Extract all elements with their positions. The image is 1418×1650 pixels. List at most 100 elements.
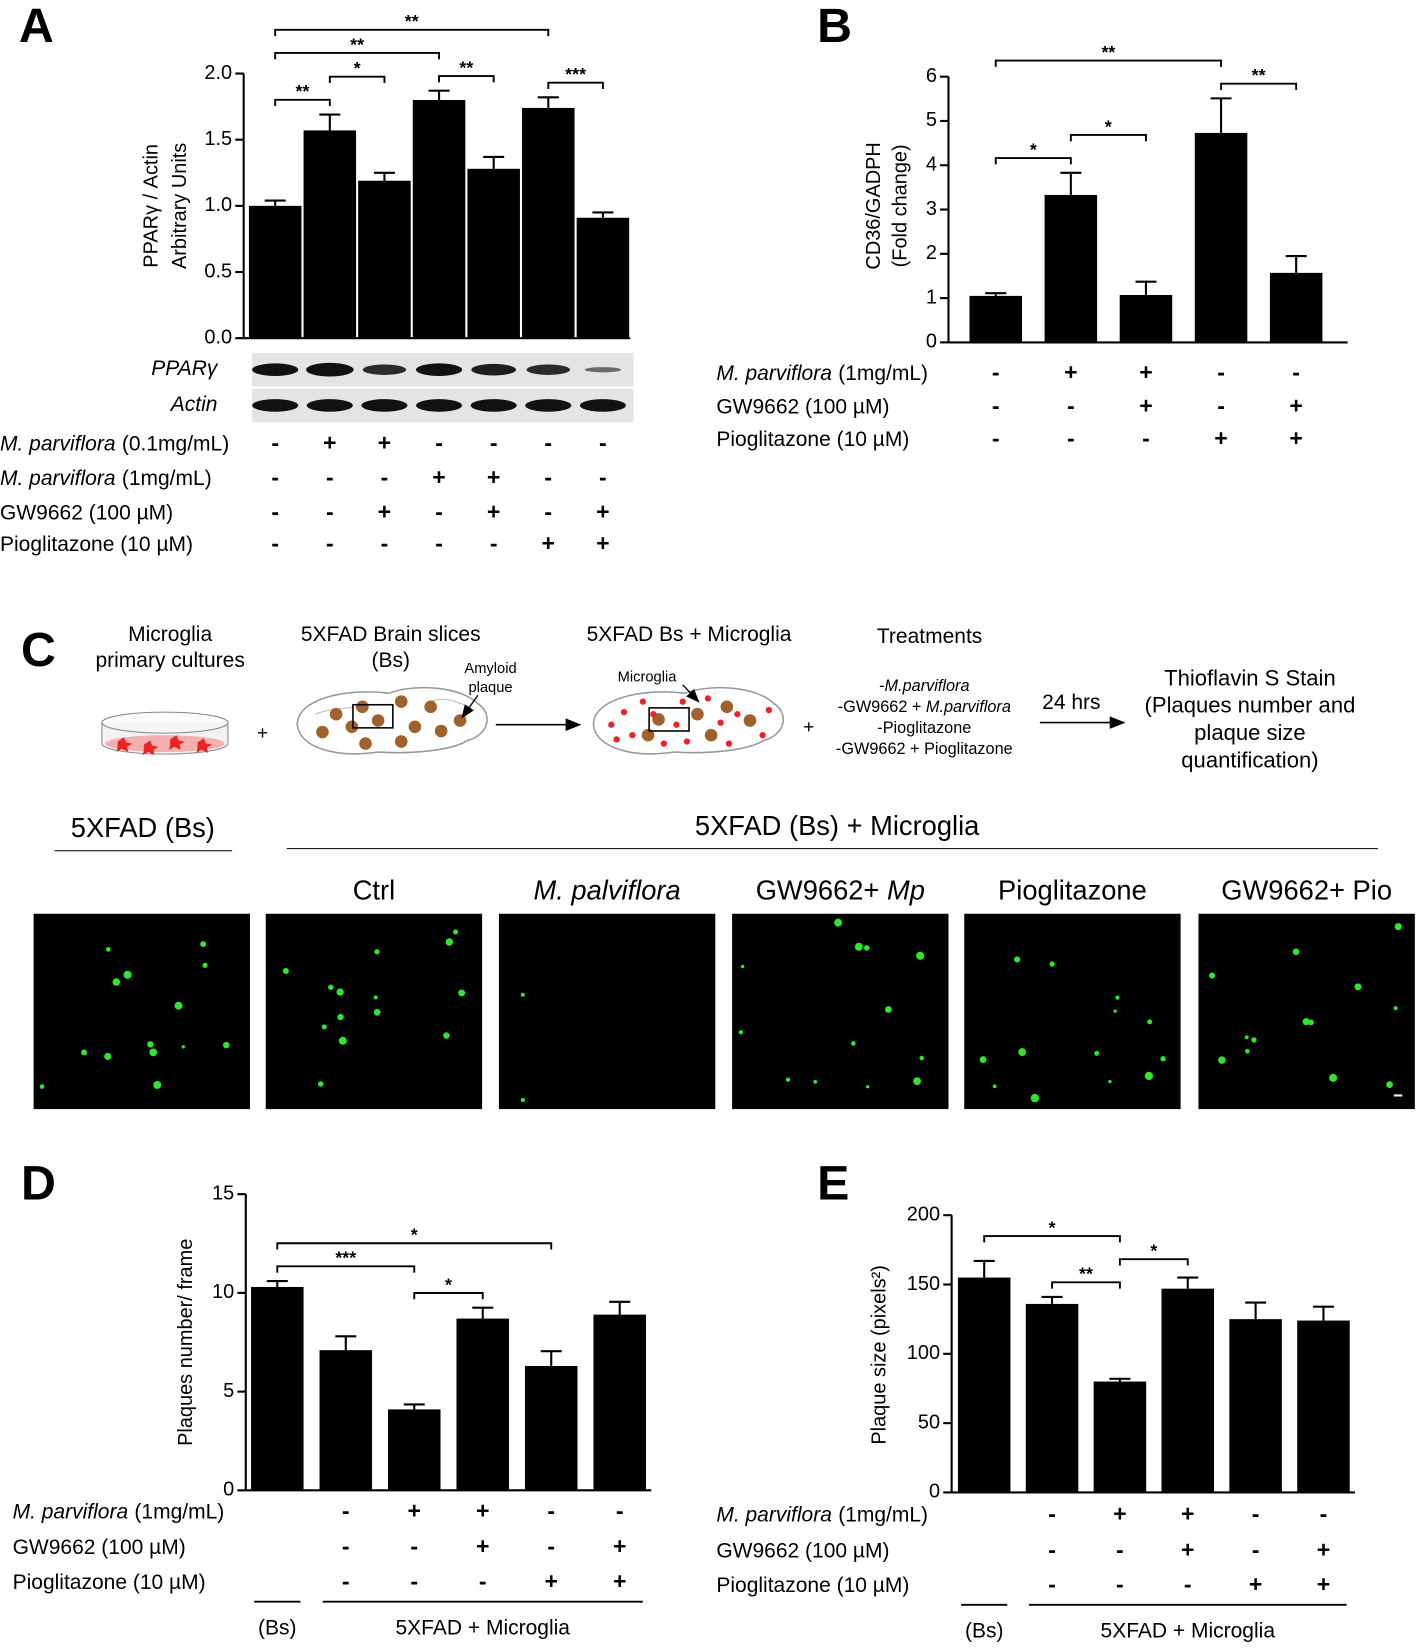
blot-band: [252, 363, 299, 377]
significance-label: *: [1030, 139, 1037, 159]
bar: [957, 1277, 1011, 1493]
bar: [358, 180, 411, 339]
plaque-dot: [123, 970, 132, 979]
significance-label: *: [445, 1274, 452, 1294]
significance-bracket: [276, 1265, 416, 1273]
plaque-dot: [1244, 1035, 1249, 1040]
blot-label: Actin: [169, 393, 218, 416]
image-title: GW9662+ Mp: [756, 875, 925, 906]
step-label: Treatments: [877, 625, 982, 648]
bar: [248, 205, 302, 339]
treatment-sign: -: [1116, 1571, 1124, 1597]
y-tick-label: 15: [212, 1182, 234, 1204]
row-label: GW9662 (100 µM): [0, 501, 173, 524]
treatment-sign: +: [1139, 393, 1153, 419]
treatment-sign: -: [381, 530, 389, 556]
image-title-part: Pioglitazone: [998, 875, 1147, 906]
treatment-sign: -: [435, 499, 443, 525]
annotation: plaque: [468, 680, 512, 696]
treatment-sign: -: [1067, 425, 1075, 451]
dish-rim: [101, 711, 229, 734]
treatment-sign: +: [476, 1498, 490, 1524]
bar: [388, 1409, 441, 1491]
y-tick-label: 100: [907, 1342, 940, 1364]
row-label: GW9662 (100 µM): [13, 1536, 186, 1559]
plaque-dot: [81, 1049, 88, 1056]
plus: +: [257, 723, 268, 744]
y-axis-label: Arbitrary Units: [169, 143, 191, 269]
significance-bracket: [1220, 82, 1298, 90]
plaque-dot: [913, 1077, 921, 1086]
plaque-dot: [338, 1036, 347, 1045]
bar: [969, 295, 1023, 343]
treatment-sign: +: [596, 530, 610, 556]
treatment-sign: -: [599, 464, 607, 490]
plaque-dot: [112, 978, 121, 986]
significance-label: ***: [565, 64, 586, 84]
image-title-part: GW9662+: [756, 875, 887, 906]
plaque-dot: [1115, 995, 1120, 1000]
treatment-sign: -: [1252, 1536, 1260, 1562]
plaque-dot: [39, 1084, 45, 1089]
y-tick-label: 2.0: [204, 62, 232, 84]
plaque-dot: [373, 1008, 381, 1016]
treatment-sign: -: [326, 530, 334, 556]
bar: [1194, 132, 1248, 343]
y-tick-label: 5: [223, 1380, 234, 1402]
row-label-part: (1mg/mL): [838, 1503, 928, 1526]
treatment-sign: +: [542, 530, 556, 556]
plaque-dot: [1147, 1019, 1153, 1025]
microglia-cells: [116, 735, 213, 756]
y-tick-label: 5: [926, 109, 937, 131]
treatment-sign: -: [1320, 1501, 1328, 1527]
bar: [303, 130, 357, 339]
y-axis-label: CD36/GADPH: [863, 142, 885, 269]
blot-band: [415, 363, 463, 377]
row-label: M. parviflora (1mg/mL): [716, 361, 928, 384]
y-tick-label: 200: [907, 1203, 940, 1225]
blot-band: [525, 399, 572, 412]
micrograph: [1198, 913, 1415, 1110]
row-label-part: M. parviflora: [716, 361, 832, 384]
y-tick-label: 0.5: [204, 260, 232, 282]
treatment-sign: -: [271, 429, 279, 455]
treatment-sign: +: [432, 464, 446, 490]
bar: [1044, 194, 1098, 343]
brain-slice: [592, 687, 785, 755]
treatment-sign: -: [1292, 359, 1300, 385]
treatment-sign: -: [544, 429, 552, 455]
bar: [456, 1318, 510, 1491]
plaque-dot: [181, 1045, 186, 1049]
y-tick-label: 3: [926, 198, 937, 220]
treatment-sign: +: [1139, 359, 1153, 385]
treatment-sign: -: [547, 1533, 555, 1559]
row-label: GW9662 (100 µM): [716, 395, 889, 418]
row-label-part: GW9662 (100 µM): [13, 1536, 186, 1559]
treatment-sign: +: [1249, 1571, 1263, 1597]
plaque-dot: [374, 949, 380, 955]
treatment-sign: +: [596, 499, 610, 525]
bar: [593, 1314, 646, 1491]
plaque-dot: [1393, 1006, 1398, 1011]
plaque-dot: [865, 1085, 870, 1089]
bar: [1025, 1303, 1079, 1493]
plaque-dot: [321, 1024, 327, 1030]
row-label-part: M. parviflora: [0, 466, 116, 489]
significance-label: *: [354, 58, 361, 78]
bar: [522, 107, 575, 339]
treatment-item-part: -: [879, 677, 884, 695]
group-label: 5XFAD (Bs): [71, 812, 215, 843]
treatment-sign: +: [1214, 425, 1228, 451]
plaque-dot: [520, 992, 525, 997]
significance-bracket: [1051, 1281, 1121, 1289]
significance-bracket: [276, 1242, 553, 1250]
treatment-sign: -: [479, 1568, 487, 1594]
annotation: Amyloid: [464, 661, 516, 677]
plaque-dot: [1094, 1050, 1100, 1056]
plaque-dot: [1018, 1048, 1027, 1056]
bar: [1093, 1381, 1147, 1493]
plaque-dot: [1251, 1037, 1257, 1043]
y-tick-label: 0: [929, 1481, 940, 1503]
y-tick-label: 50: [918, 1411, 940, 1433]
y-tick-label: 10: [212, 1281, 234, 1303]
